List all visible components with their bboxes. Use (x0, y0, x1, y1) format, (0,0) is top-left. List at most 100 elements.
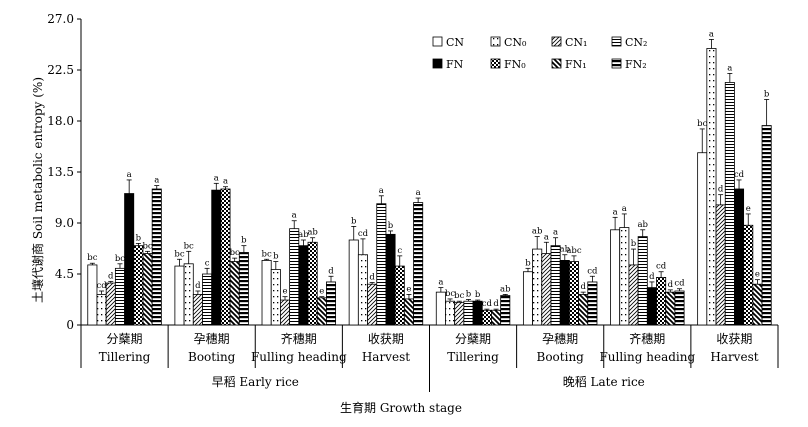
legend-label: CN₀ (504, 36, 527, 49)
bar (646, 287, 657, 326)
significance-letter: d (493, 299, 499, 309)
bar (743, 224, 754, 326)
bar (656, 276, 667, 326)
significance-letter: cd (96, 281, 107, 291)
bar (394, 265, 405, 326)
legend-label: FN (446, 58, 464, 71)
bar (674, 290, 685, 326)
stage-label-en: Harvest (710, 350, 758, 364)
significance-letter: bc (445, 289, 455, 299)
significance-letter: d (718, 185, 724, 195)
bar (578, 293, 589, 326)
stage-label-cn: 分蘖期 (455, 331, 491, 346)
significance-letter: e (282, 287, 287, 297)
bar (202, 273, 213, 326)
significance-letter: bc (174, 249, 184, 259)
legend-swatch (432, 36, 443, 47)
significance-letter: a (553, 228, 558, 238)
significance-letter: cd (587, 266, 598, 276)
significance-letter: cd (358, 229, 369, 239)
stage-label-cn: 孕穗期 (542, 332, 578, 346)
stage-label-en: Booting (537, 350, 585, 364)
bar (665, 291, 676, 326)
x-axis-label: 生育期 Growth stage (340, 400, 462, 415)
stage-label-en: Tillering (99, 350, 151, 364)
bar (348, 239, 359, 326)
y-tick-label: 27.0 (47, 12, 74, 26)
bar (280, 299, 291, 326)
significance-letter: ab (500, 284, 511, 294)
significance-letter: d (668, 280, 674, 290)
significance-letter: a (154, 176, 159, 186)
bar (550, 245, 561, 326)
group-label: 晚稻 Late rice (563, 375, 645, 389)
bar (500, 295, 511, 326)
significance-letter: b (525, 258, 531, 268)
bar (114, 267, 125, 326)
bar (619, 227, 630, 326)
bar (541, 253, 552, 326)
legend-label: CN₂ (625, 36, 647, 49)
significance-letter: a (127, 170, 132, 180)
stage-label-cn: 孕穗期 (194, 332, 230, 346)
significance-letter: a (727, 63, 732, 73)
legend-swatch (490, 58, 501, 69)
significance-letter: e (319, 287, 324, 297)
significance-letter: bc (142, 241, 152, 251)
bar (697, 152, 708, 326)
stage-label-en: Fulling heading (251, 350, 347, 364)
stage-label-cn: 分蘖期 (107, 331, 143, 346)
significance-letter: a (544, 232, 549, 242)
bar (403, 298, 414, 326)
significance-letter: a (292, 211, 297, 221)
significance-letter: d (195, 281, 201, 291)
y-tick-label: 4.5 (55, 267, 74, 281)
significance-letter: a (379, 186, 384, 196)
significance-letter: e (746, 204, 751, 214)
stage-label-cn: 收获期 (368, 332, 404, 346)
bar (734, 188, 745, 326)
y-tick-label: 18.0 (47, 114, 74, 128)
legend-label: CN₁ (565, 36, 587, 49)
bar (715, 204, 726, 326)
significance-letter: cd (674, 279, 685, 289)
y-axis-label: 土壤代谢商 Soil metabolic entropy (%) (30, 77, 45, 303)
bar (211, 189, 222, 326)
bar (568, 261, 579, 326)
significance-letter: d (649, 272, 655, 282)
bar (559, 259, 570, 326)
y-tick-label: 9.0 (55, 216, 74, 230)
bar (174, 265, 185, 326)
bar (367, 283, 378, 326)
legend: CN CN₀ CN₁ CN₂ FN FN₀ FN₁ FN₂ (432, 36, 647, 71)
bar (298, 245, 309, 326)
legend-swatch (490, 36, 501, 47)
bar (261, 259, 272, 326)
significance-letter: ab (637, 220, 648, 230)
y-tick-label: 13.5 (47, 165, 74, 179)
legend-swatch (432, 58, 443, 69)
bar (628, 264, 639, 326)
significance-letter: a (613, 207, 618, 217)
bar (761, 125, 772, 326)
significance-letter: ab (298, 230, 309, 240)
stage-label-cn: 收获期 (716, 332, 752, 346)
legend-swatch (611, 36, 622, 47)
bar (270, 269, 281, 326)
significance-letter: abc (566, 246, 582, 256)
bar (637, 236, 648, 326)
significance-letter: a (709, 29, 714, 39)
significance-letter: b (631, 239, 637, 249)
y-ticks: 0 4.5 9.0 13.5 18.0 22.5 27.0 (47, 12, 81, 332)
significance-letter: a (214, 173, 219, 183)
significance-letter: c (397, 246, 402, 256)
bar (522, 271, 533, 326)
significance-letter: a (416, 188, 421, 198)
bar (413, 202, 424, 326)
bar (124, 193, 135, 326)
bar (610, 229, 621, 326)
significance-letter: b (273, 252, 279, 262)
bar (307, 241, 318, 326)
bar (463, 300, 474, 326)
